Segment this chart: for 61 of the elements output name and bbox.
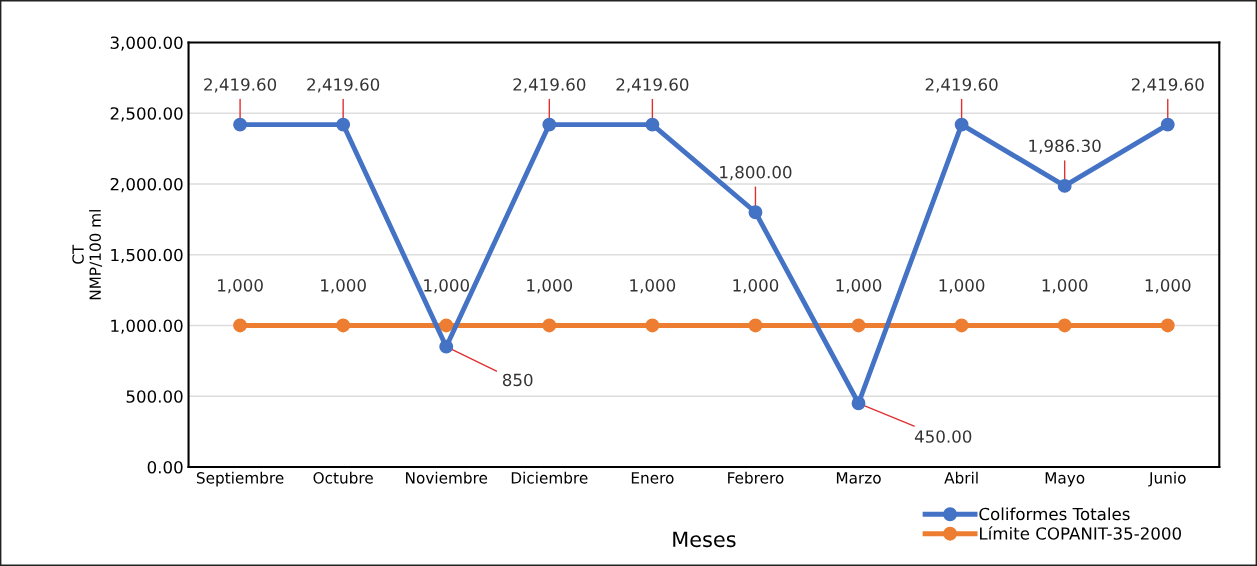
x-tick-label: Mayo xyxy=(1045,472,1085,487)
data-label: 2,419.60 xyxy=(204,78,277,93)
point xyxy=(645,318,660,333)
data-label: 1,986.30 xyxy=(1029,139,1101,154)
x-tick-label: Diciembre xyxy=(511,471,588,484)
x-tick-label: Junio xyxy=(1148,471,1186,487)
x-tick-label: Enero xyxy=(631,472,674,484)
y-tick-label: 2,500.00 xyxy=(110,107,183,122)
data-label: 1,000 xyxy=(836,279,882,294)
data-label: 2,419.60 xyxy=(307,78,380,93)
point xyxy=(542,117,557,132)
data-label: 1,000 xyxy=(733,279,779,294)
x-tick-label: Noviembre xyxy=(406,471,488,484)
y-tick-label: 3,000.00 xyxy=(110,36,183,51)
data-label: 1,000 xyxy=(527,279,573,294)
data-label: 2,419.60 xyxy=(1131,78,1204,93)
data-label: 850 xyxy=(502,373,533,387)
point xyxy=(439,339,454,354)
legend-label: Límite COPANIT-35-2000 xyxy=(980,526,1181,540)
x-axis-title: Meses xyxy=(673,531,736,548)
point xyxy=(336,117,351,132)
point xyxy=(954,318,969,333)
data-label: 1,000 xyxy=(1042,279,1088,294)
legend-label: Coliformes Totales xyxy=(979,507,1130,521)
point xyxy=(851,318,866,333)
point xyxy=(1057,318,1072,333)
y-tick-label: 2,000.00 xyxy=(110,177,183,193)
y-tick-label: 1,000.00 xyxy=(111,319,183,334)
point xyxy=(1160,318,1175,333)
data-label: 1,000 xyxy=(321,279,366,294)
data-label: 1,000 xyxy=(218,279,263,294)
point xyxy=(233,318,248,333)
x-tick-label: Octubre xyxy=(313,471,373,484)
point xyxy=(439,318,454,333)
y-axis-title: CT NMP/100 ml xyxy=(72,210,103,300)
point xyxy=(542,318,557,333)
x-tick-label: Abril xyxy=(944,471,978,484)
data-label: 2,419.60 xyxy=(513,78,586,93)
point xyxy=(1057,178,1072,193)
point xyxy=(954,117,969,132)
point xyxy=(748,318,763,333)
data-label: 2,419.60 xyxy=(925,78,998,93)
data-label: 450.00 xyxy=(914,430,972,443)
point xyxy=(233,117,248,132)
x-tick-label: Marzo xyxy=(836,472,881,484)
point xyxy=(851,396,866,411)
y-tick-label: 1,500.00 xyxy=(111,248,183,263)
y-tick-label: 0.00 xyxy=(147,460,183,474)
data-label: 1,000 xyxy=(1145,279,1191,294)
data-label: 1,000 xyxy=(424,279,469,294)
point xyxy=(1160,117,1175,132)
data-label: 2,419.60 xyxy=(616,78,689,93)
point xyxy=(645,117,660,132)
data-label: 1,800.00 xyxy=(720,165,792,181)
x-tick-label: Febrero xyxy=(728,471,784,484)
point xyxy=(748,205,763,220)
point xyxy=(336,318,351,333)
x-tick-label: Septiembre xyxy=(196,471,284,487)
y-tick-label: 500.00 xyxy=(126,390,183,403)
data-label: 1,000 xyxy=(630,279,676,294)
data-label: 1,000 xyxy=(939,279,985,294)
